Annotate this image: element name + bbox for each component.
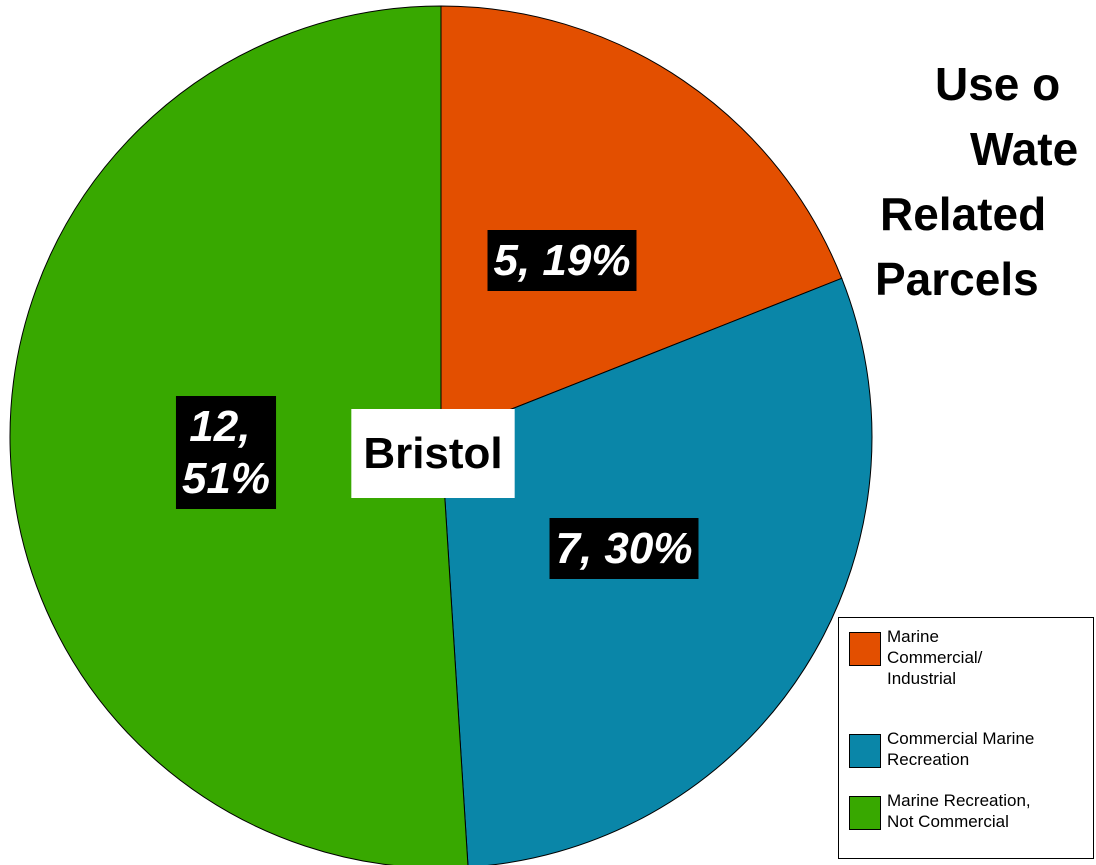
pie-slice (440, 5, 843, 438)
chart-title: Wate (970, 123, 1078, 175)
legend-swatch (849, 734, 881, 768)
chart-title: Use o (935, 58, 1060, 110)
data-label: 7, 30% (549, 518, 699, 579)
center-label: Bristol (351, 409, 515, 498)
data-label-text: 7, 30% (556, 524, 693, 573)
data-label-bg (175, 396, 277, 509)
legend: Marine Commercial/ Industrial Commercial … (838, 617, 1094, 859)
legend-swatch (849, 796, 881, 830)
center-label-text: Bristol (363, 429, 502, 478)
legend-swatch (849, 632, 881, 666)
data-label-bg (487, 230, 637, 291)
center-label-bg (351, 409, 515, 498)
chart-title: Parcels (875, 253, 1039, 305)
legend-item: Marine Commercial/ Industrial (849, 626, 1007, 689)
data-label-text: 5, 19% (494, 236, 631, 285)
legend-label: Marine Commercial/ Industrial (887, 627, 983, 688)
legend-item: Marine Recreation, Not Commercial (849, 790, 1037, 832)
chart-title: Related (880, 188, 1046, 240)
legend-label: Commercial Marine Recreation (887, 729, 1035, 769)
data-label-bg (549, 518, 699, 579)
data-label: 5, 19% (487, 230, 637, 291)
data-label: 12, 51% (175, 396, 277, 509)
data-label-text: 12, 51% (182, 402, 270, 503)
legend-label: Marine Recreation, Not Commercial (887, 791, 1031, 831)
legend-item: Commercial Marine Recreation (849, 728, 1037, 770)
